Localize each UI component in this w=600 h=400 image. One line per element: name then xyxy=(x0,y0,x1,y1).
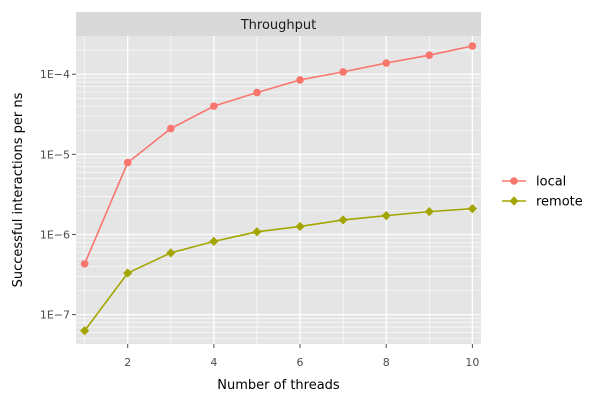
series-layer xyxy=(80,42,477,336)
data-point-remote xyxy=(123,268,133,278)
legend-marker xyxy=(510,177,518,185)
data-point-remote xyxy=(467,204,477,214)
x-axis-title: Number of threads xyxy=(217,378,340,393)
x-tick-label: 6 xyxy=(297,356,304,369)
data-point-local xyxy=(123,158,132,167)
x-tick-label: 8 xyxy=(383,356,390,369)
data-point-local xyxy=(425,51,434,59)
series-remote xyxy=(80,204,477,336)
axes: 1E−7 1E−6 1E−5 1E−4 2 4 6 8 10 xyxy=(40,68,480,369)
plot-panel xyxy=(76,36,481,344)
x-tick-label: 2 xyxy=(124,356,131,369)
series-line-local xyxy=(83,45,473,265)
data-point-remote xyxy=(338,215,348,225)
data-point-local xyxy=(382,59,391,67)
y-tick-label: 1E−7 xyxy=(40,309,70,322)
data-point-local xyxy=(296,76,304,84)
panel-background xyxy=(76,36,481,344)
legend-item-local: local xyxy=(502,175,566,190)
data-point-remote xyxy=(381,211,391,221)
y-tick-label: 1E−4 xyxy=(40,68,70,81)
data-point-local xyxy=(468,42,477,50)
x-tick-label: 4 xyxy=(210,356,217,369)
data-point-remote xyxy=(166,248,176,258)
legend-marker xyxy=(509,196,519,206)
data-point-remote xyxy=(80,326,90,336)
legend-label: remote xyxy=(536,195,583,210)
data-point-local xyxy=(166,124,175,133)
series-local xyxy=(80,42,477,268)
series-line-remote xyxy=(83,207,473,332)
facet-strip-background xyxy=(76,12,481,36)
data-point-local xyxy=(339,68,347,76)
x-tick-label: 10 xyxy=(465,356,479,369)
data-point-remote xyxy=(209,236,219,247)
facet-strip-label: Throughput xyxy=(240,18,317,33)
data-point-local xyxy=(210,102,218,110)
facet-strip: Throughput xyxy=(76,12,481,36)
y-tick-label: 1E−6 xyxy=(40,228,70,241)
data-point-remote xyxy=(252,227,262,237)
legend: local remote xyxy=(502,175,583,210)
data-point-local xyxy=(253,88,261,97)
y-tick-label: 1E−5 xyxy=(40,148,70,161)
legend-item-remote: remote xyxy=(502,195,583,210)
data-point-local xyxy=(80,260,89,268)
legend-label: local xyxy=(536,175,566,190)
data-point-remote xyxy=(424,207,434,217)
y-axis-title: Successful interactions per ns xyxy=(11,92,26,287)
data-point-remote xyxy=(295,221,305,232)
